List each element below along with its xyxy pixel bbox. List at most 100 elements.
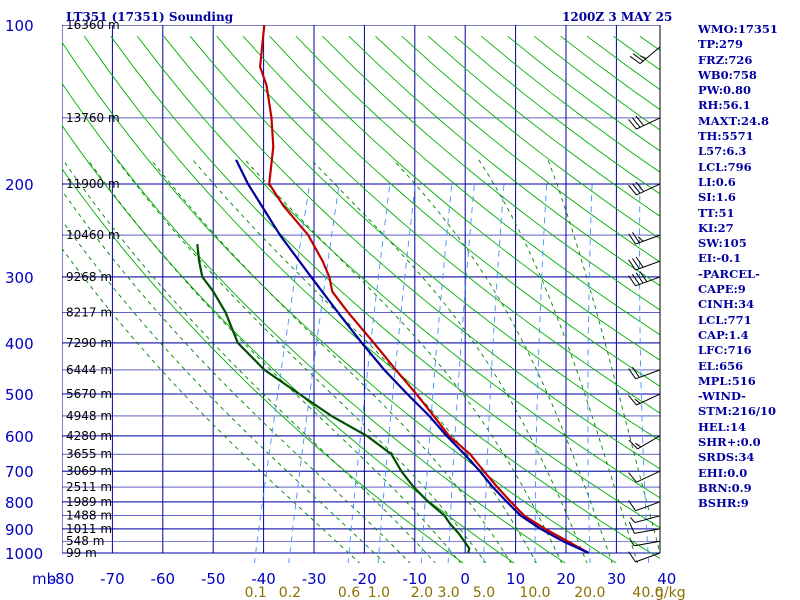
wind-barb-flag	[637, 236, 644, 242]
height-label: 4948 m	[66, 409, 112, 423]
wind-barb-flag	[631, 232, 640, 243]
moist-adiabat	[393, 159, 613, 563]
wind-barb	[635, 552, 661, 563]
height-label: 16360 m	[66, 18, 120, 32]
temperature-tick-label: -30	[302, 570, 327, 588]
wind-barb-flag	[635, 256, 644, 268]
moist-adiabat	[62, 247, 360, 563]
wind-barb-flag	[628, 472, 637, 483]
wind-barb	[635, 369, 661, 380]
mixing-ratio-label: 0.6	[338, 585, 360, 600]
height-label: 548 m	[66, 534, 104, 548]
mixing-ratio-label: 0.2	[279, 585, 301, 600]
mixing-ratio-label: 2.0	[411, 585, 433, 600]
pressure-tick-label: 600	[5, 428, 34, 446]
wind-barb-flag	[628, 119, 637, 130]
wind-barb	[634, 540, 661, 547]
moist-adiabat	[150, 159, 512, 563]
temperature-tick-label: 20	[556, 570, 575, 588]
wind-barb-flag	[639, 271, 648, 282]
wind-barb-flag	[628, 500, 637, 511]
height-label: 9268 m	[66, 270, 112, 284]
wind-barb-flag	[635, 115, 645, 126]
index-value: FRZ:726	[698, 52, 753, 67]
wind-barb-flag	[628, 521, 635, 534]
wind-barb-flag	[628, 275, 637, 287]
index-value: -WIND-	[698, 389, 746, 404]
mixing-ratio-line	[447, 183, 475, 563]
wind-barb-flag	[629, 55, 641, 65]
pressure-tick-label: 500	[5, 386, 34, 404]
index-value: WB0:758	[698, 67, 757, 82]
mixing-ratio-label: 0.1	[245, 585, 267, 600]
wind-barb	[637, 435, 661, 450]
index-value: SRDS:34	[698, 450, 755, 465]
mixing-ratio-line	[347, 183, 391, 563]
pressure-unit-label: mb	[32, 570, 56, 588]
dry-adiabat	[189, 35, 660, 442]
pressure-tick-label: 800	[5, 494, 34, 512]
height-label: 1488 m	[66, 509, 112, 523]
moist-adiabat	[244, 159, 563, 563]
wind-barb	[636, 470, 661, 483]
index-value: SI:1.6	[698, 190, 736, 205]
pressure-tick-label: 300	[5, 269, 34, 287]
wind-barb	[635, 276, 661, 287]
mixing-ratio-line	[587, 183, 593, 563]
dewpoint-trace	[196, 243, 471, 554]
index-value: LI:0.6	[698, 174, 736, 189]
index-value: CAP:1.4	[698, 327, 749, 342]
mixing-ratio-label: 40.0	[632, 585, 663, 600]
dry-adiabat	[62, 168, 464, 563]
temperature-tick-label: -80	[50, 570, 75, 588]
dry-adiabat	[110, 35, 660, 529]
pressure-tick-label: 700	[5, 463, 34, 481]
mixing-ratio-unit: g/kg	[655, 585, 686, 600]
temperature-tick-label: -20	[352, 570, 377, 588]
dry-adiabat	[136, 35, 660, 499]
wind-barb	[634, 515, 661, 523]
temperature-tick-label: 0	[460, 570, 470, 588]
index-value: EI:-0.1	[698, 251, 742, 266]
dry-adiabat	[84, 35, 660, 560]
index-value: STM:216/10	[698, 404, 777, 419]
temperature-tick-label: -10	[403, 570, 428, 588]
wind-barb-flag	[635, 181, 645, 192]
pressure-tick-label: 400	[5, 335, 34, 353]
wind-barb-flag	[628, 184, 637, 196]
station-title: LT351 (17351) Sounding	[66, 10, 234, 24]
dry-adiabat	[322, 35, 660, 311]
height-label: 7290 m	[66, 336, 112, 350]
wind-barb-flag	[628, 395, 637, 406]
height-label: 11900 m	[66, 177, 120, 191]
wind-barb	[635, 234, 661, 245]
index-value: LCL:796	[698, 159, 752, 174]
trace-layer	[196, 25, 590, 555]
wind-barb-flag	[630, 517, 636, 523]
time-title: 1200Z 3 MAY 25	[562, 10, 672, 24]
mixing-ratio-label: 3.0	[437, 585, 459, 600]
temperature-tick-label: -50	[201, 570, 226, 588]
height-label: 5670 m	[66, 387, 112, 401]
pressure-tick-label: 1000	[5, 545, 43, 563]
wind-barb-flag	[635, 272, 644, 284]
dry-adiabat	[62, 41, 617, 563]
wind-barb	[636, 183, 661, 196]
index-value: L57:6.3	[698, 144, 747, 159]
index-value: PW:0.80	[698, 83, 752, 98]
moist-adiabat	[478, 159, 638, 563]
index-value: LCL:771	[698, 312, 752, 327]
mixing-ratio-line	[253, 183, 311, 563]
wind-barb-flag	[628, 368, 637, 380]
index-value: SHR+:0.0	[698, 435, 761, 450]
wind-barb-flag	[628, 439, 638, 450]
height-label: 3655 m	[66, 447, 112, 461]
height-label: 8217 m	[66, 305, 112, 319]
mixing-ratio-label: 5.0	[473, 585, 495, 600]
mixing-ratio-line	[420, 183, 453, 563]
index-value: TP:279	[698, 37, 744, 52]
height-label: 1989 m	[66, 495, 112, 509]
index-value: WMO:17351	[698, 22, 778, 36]
mixing-ratio-line	[377, 183, 416, 563]
